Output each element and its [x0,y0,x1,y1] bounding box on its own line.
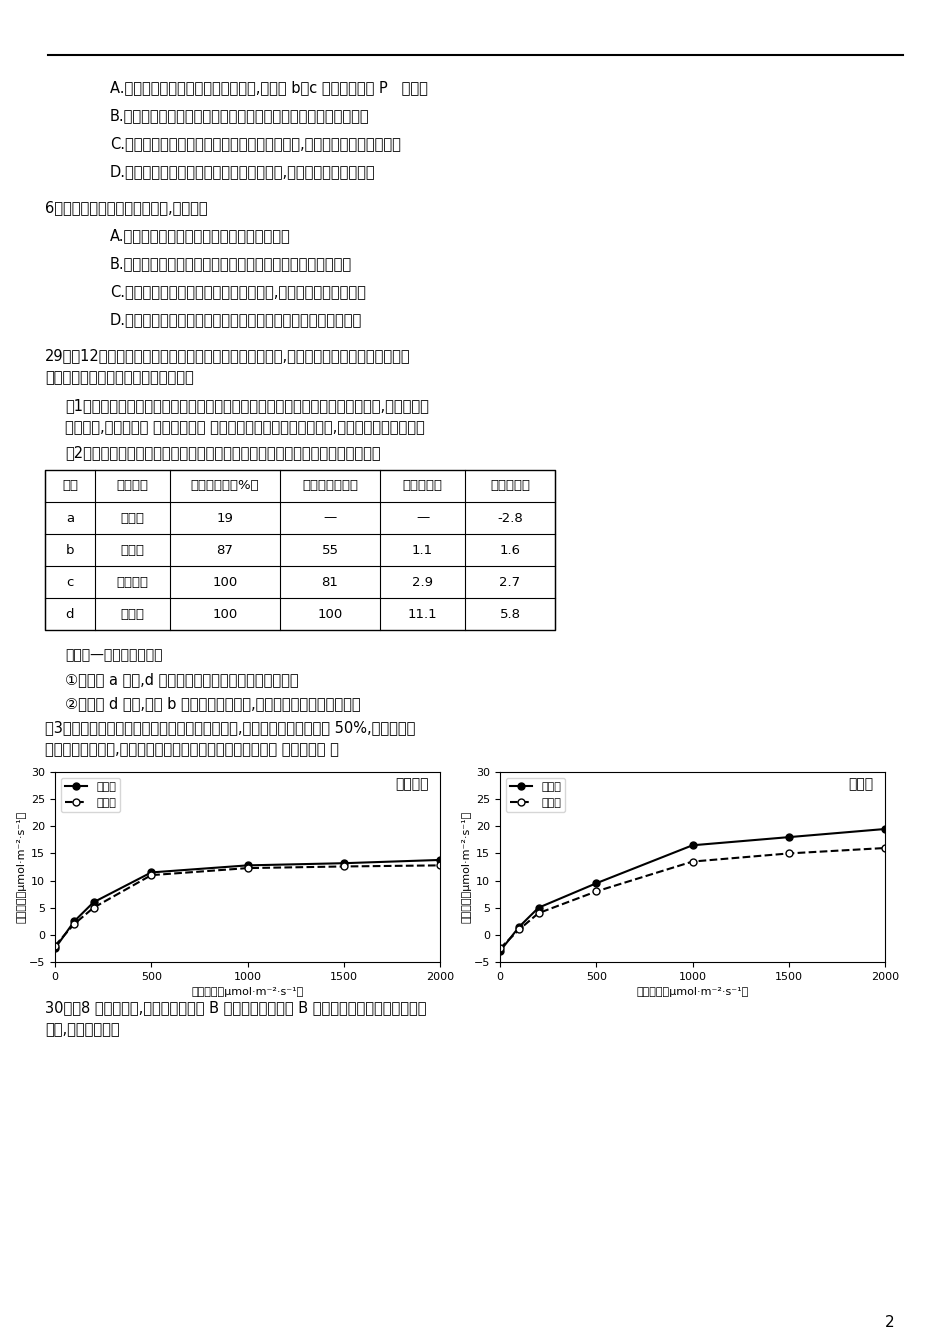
Text: C.　乙图中根的向地生长与生长素分布不均有关,不能体现生长素的两重性: C. 乙图中根的向地生长与生长素分布不均有关,不能体现生长素的两重性 [110,136,401,151]
Text: 2.7: 2.7 [500,575,521,589]
野生型 [687,837,698,853]
Text: 发育情况: 发育情况 [117,480,148,492]
野生型 [514,919,525,935]
Text: 87: 87 [217,543,234,556]
Text: （注：—表示未测数据）: （注：—表示未测数据） [65,648,162,663]
Text: （1）叶片叶绻素含量的测定：新鲜叶片研磨时所用的无毒提取液是＿＿＿＿＿＿,为防止叶绻: （1）叶片叶绻素含量的测定：新鲜叶片研磨时所用的无毒提取液是＿＿＿＿＿＿,为防止… [65,398,428,413]
Text: 5.8: 5.8 [500,607,521,621]
Bar [45,470,555,630]
Text: —: — [323,512,336,524]
Line: 野生型: 野生型 [51,856,444,952]
Text: 叶片: 叶片 [62,480,78,492]
野生型 [783,829,794,845]
野生型 [49,941,61,957]
Y-axis label: 光合速率（μmol·m⁻²·s⁻¹）: 光合速率（μmol·m⁻²·s⁻¹） [16,810,27,923]
Y-axis label: 光合速率（μmol·m⁻²·s⁻¹）: 光合速率（μmol·m⁻²·s⁻¹） [461,810,471,923]
突变型 [145,867,157,883]
突变型 [68,917,80,933]
Text: 100: 100 [213,575,238,589]
Text: 2: 2 [885,1314,895,1331]
Text: 生型水稻相差不大,实验结果如下。请简述此实验的基本思路 ＿＿＿＿＿ 。: 生型水稻相差不大,实验结果如下。请简述此实验的基本思路 ＿＿＿＿＿ 。 [45,742,339,757]
Text: B.　乙图中茎的背地性与胚芽鞘的向光性中生长素的作用机理不同: B. 乙图中茎的背地性与胚芽鞘的向光性中生长素的作用机理不同 [110,108,370,124]
野生型 [494,943,505,960]
突变型 [880,840,891,856]
Text: ①与叶片 a 相比,d 叶片生长速度较慢的原因是＿＿＿。: ①与叶片 a 相比,d 叶片生长速度较慢的原因是＿＿＿。 [65,672,298,687]
突变型 [533,905,544,921]
Text: 气孔相对开放度: 气孔相对开放度 [302,480,358,492]
Text: 6．下列有关生物与环境的叙述,正确的是: 6．下列有关生物与环境的叙述,正确的是 [45,200,208,215]
X-axis label: 光照强度（μmol·m⁻²·s⁻¹）: 光照强度（μmol·m⁻²·s⁻¹） [636,988,749,997]
Text: 叶绻素含量: 叶绻素含量 [403,480,443,492]
Text: （2）用同一株小麦不同发育时期的叶片所测定的净光合速率及相关结果如下表。: （2）用同一株小麦不同发育时期的叶片所测定的净光合速率及相关结果如下表。 [65,445,381,460]
Text: 30．（8 分）进食后,葡萄糖进入胰岛 B 细胞所引起的胰岛 B 细胞和组织细胞的一系列生理: 30．（8 分）进食后,葡萄糖进入胰岛 B 细胞所引起的胰岛 B 细胞和组织细胞… [45,1000,427,1015]
Text: 55: 55 [321,543,338,556]
Legend: 野生型, 突变型: 野生型, 突变型 [505,778,565,812]
野生型 [87,894,99,910]
Text: 施氮肥: 施氮肥 [848,778,873,792]
Text: —: — [416,512,429,524]
突变型 [434,857,446,874]
野生型 [533,899,544,915]
野生型 [145,864,157,880]
Text: 29．（12分）叶片中叶绻素含量的多少与农作物产量有关,农科系的学生利用小麦开展了下: 29．（12分）叶片中叶绻素含量的多少与农作物产量有关,农科系的学生利用小麦开展… [45,348,410,363]
Text: A.　负反馈调节不利于生态系统保持相对稳定: A. 负反馈调节不利于生态系统保持相对稳定 [110,228,291,243]
Text: -2.8: -2.8 [497,512,522,524]
野生型 [434,852,446,868]
突变型 [49,938,61,954]
Text: （3）进一步实验研究发现诺变育种所获一种小麦,叶绻素含量是野生型的 50%,但产量与野: （3）进一步实验研究发现诺变育种所获一种小麦,叶绻素含量是野生型的 50%,但产… [45,720,415,735]
Text: A.　甲图示生长素的生理作用两重性,图乙中 b、c 点与图甲对应 P   値相同: A. 甲图示生长素的生理作用两重性,图乙中 b、c 点与图甲对应 P 値相同 [110,81,428,95]
Text: C.　生产者固定的能量除用于自身呼吸外,其余均流入下一营养级: C. 生产者固定的能量除用于自身呼吸外,其余均流入下一营养级 [110,284,366,298]
突变型 [494,941,505,957]
野生型 [880,821,891,837]
Text: 展开中: 展开中 [121,543,144,556]
Text: 1.6: 1.6 [500,543,521,556]
野生型 [591,875,602,891]
Line: 野生型: 野生型 [497,825,888,954]
Legend: 野生型, 突变型: 野生型, 突变型 [61,778,121,812]
突变型 [338,859,350,875]
Text: 展开完成: 展开完成 [117,575,148,589]
野生型 [242,857,254,874]
Text: 2.9: 2.9 [412,575,433,589]
突变型 [514,922,525,938]
野生型 [338,855,350,871]
Text: 11.1: 11.1 [408,607,437,621]
Text: 素被毁坏,应加入少量 ＿＿＿＿＿＿ 。然后过滤并测定滤液的吸光度,计算得出叶绻素含量。: 素被毁坏,应加入少量 ＿＿＿＿＿＿ 。然后过滤并测定滤液的吸光度,计算得出叶绻素… [65,419,425,435]
突变型 [783,845,794,862]
Text: 净光合速率: 净光合速率 [490,480,530,492]
X-axis label: 光照强度（μmol·m⁻²·s⁻¹）: 光照强度（μmol·m⁻²·s⁻¹） [191,988,304,997]
Text: 100: 100 [317,607,343,621]
Text: D.　黑光灯诱捕的方法可用于探究该农田趋光性昆虫的物种数目: D. 黑光灯诱捕的方法可用于探究该农田趋光性昆虫的物种数目 [110,312,362,327]
Text: c: c [66,575,74,589]
Text: 反应,如下图所示。: 反应,如下图所示。 [45,1021,120,1038]
Text: 列一系列科学研究。请回答相关问题。: 列一系列科学研究。请回答相关问题。 [45,370,194,384]
Text: b: b [66,543,74,556]
Text: 展开前: 展开前 [121,512,144,524]
Text: 100: 100 [213,607,238,621]
Line: 突变型: 突变型 [497,844,888,952]
突变型 [687,853,698,870]
野生型 [68,913,80,929]
Text: 已成熟: 已成熟 [121,607,144,621]
突变型 [591,883,602,899]
Text: 1.1: 1.1 [412,543,433,556]
Text: 19: 19 [217,512,234,524]
Text: d: d [66,607,74,621]
突变型 [242,860,254,876]
Line: 突变型: 突变型 [51,862,444,949]
Text: a: a [66,512,74,524]
Text: 81: 81 [321,575,338,589]
Text: ②与叶片 d 相比,叶片 b 的净光合速率较低,原因可能是＿＿＿＿＿＿。: ②与叶片 d 相比,叶片 b 的净光合速率较低,原因可能是＿＿＿＿＿＿。 [65,696,361,711]
Text: 最大叶面积（%）: 最大叶面积（%） [191,480,259,492]
Text: D.　用不同浓度的生长素溶液处理扆插枝条,生根的数量有可能相同: D. 用不同浓度的生长素溶液处理扆插枝条,生根的数量有可能相同 [110,164,375,179]
Text: 不施氮肥: 不施氮肥 [395,778,428,792]
突变型 [87,899,99,915]
Text: B.　无机环境中的物质可以通过多种途径被生物群落反复利用: B. 无机环境中的物质可以通过多种途径被生物群落反复利用 [110,255,352,271]
